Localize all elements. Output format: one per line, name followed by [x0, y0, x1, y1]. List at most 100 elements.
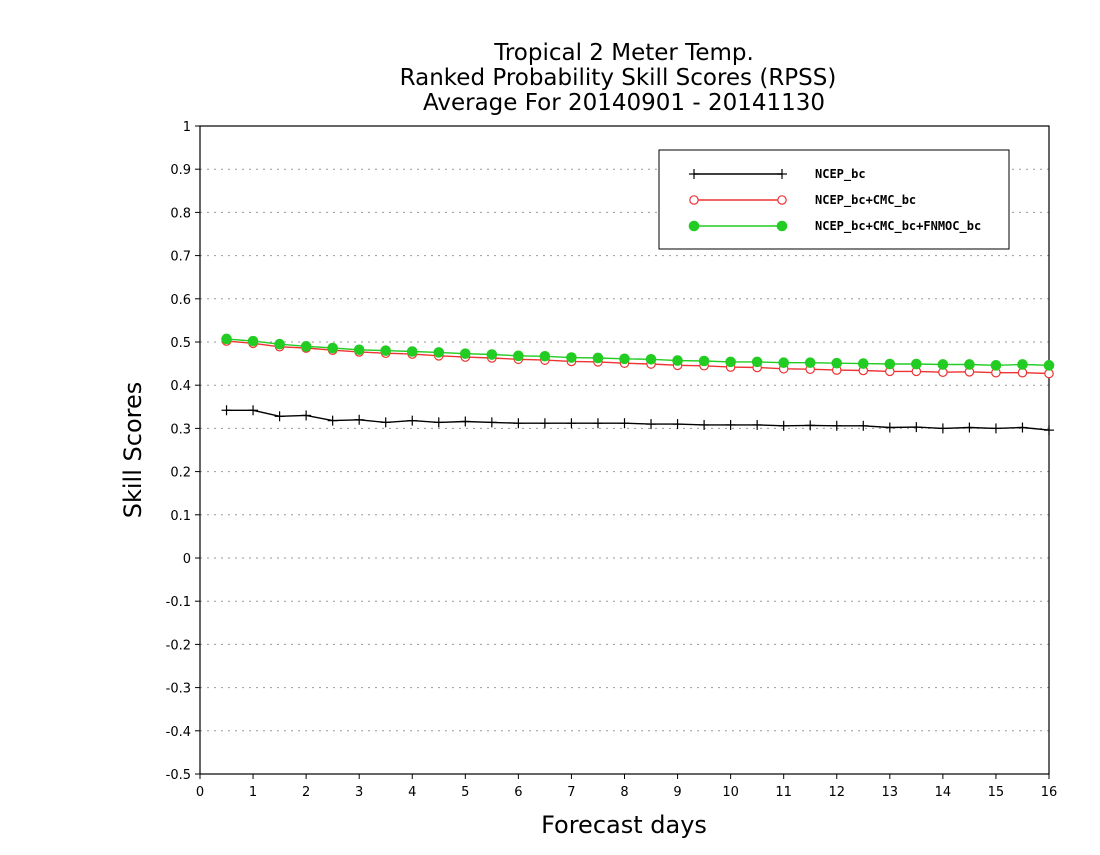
data-point [566, 418, 577, 429]
y-tick-label: 0.2 [170, 466, 191, 481]
x-tick-label: 1 [249, 785, 257, 800]
y-tick-label: 1 [183, 120, 191, 135]
data-point [776, 220, 788, 232]
data-point [539, 350, 551, 362]
y-axis: -0.5 -0.4 -0.3 -0.2 -0.1 0 0.1 0.2 0.3 0.4 0.5 0.6 0… [166, 120, 200, 783]
legend-label: NCEP_bc [815, 167, 866, 182]
chart-title-line-3: Average For 20140901 - 20141130 [423, 90, 825, 116]
data-point [1043, 360, 1055, 371]
y-tick-label: 0.7 [170, 250, 191, 265]
data-point [699, 419, 710, 430]
chart-title-line-1: Tropical 2 Meter Temp. [493, 40, 754, 66]
data-point [460, 416, 471, 427]
y-tick-label: -0.1 [166, 595, 191, 610]
x-tick-label: 13 [882, 785, 899, 800]
series-line [226, 409, 1050, 431]
data-point [301, 410, 312, 421]
data-point [486, 349, 498, 360]
data-point [857, 358, 869, 369]
y-tick-label: 0.6 [170, 293, 191, 308]
y-tick-label: 0.9 [170, 163, 191, 178]
data-point [407, 415, 418, 426]
data-point [964, 359, 975, 370]
x-axis: 0 1 2 3 4 5 6 7 8 9 10 11 12 13 14 15 16 [196, 774, 1057, 800]
x-tick-label: 2 [302, 785, 310, 800]
y-tick-label: 0.4 [170, 379, 191, 394]
data-point [406, 346, 418, 357]
data-point [513, 350, 524, 362]
data-point [247, 335, 259, 347]
chart-title-line-2: Ranked Probability Skill Scores (RPSS) [400, 65, 837, 91]
data-point [752, 419, 763, 430]
data-point [619, 418, 630, 429]
x-tick-label: 16 [1041, 785, 1058, 800]
data-point [778, 357, 789, 369]
data-point [592, 418, 603, 429]
data-point [937, 423, 948, 434]
data-point [831, 420, 842, 431]
x-tick-label: 15 [988, 785, 1005, 800]
x-tick-label: 14 [935, 785, 952, 800]
x-tick-label: 7 [567, 785, 575, 800]
data-point [725, 419, 736, 430]
data-point [274, 411, 285, 422]
data-point [884, 422, 895, 433]
data-point [805, 420, 816, 431]
x-tick-label: 8 [620, 785, 628, 800]
data-point [990, 423, 1001, 434]
data-point [831, 357, 843, 369]
data-point [380, 417, 391, 428]
x-tick-label: 0 [196, 785, 204, 800]
data-point [327, 342, 338, 354]
data-point [460, 348, 471, 359]
x-axis-label: Forecast days [541, 811, 707, 839]
data-point [937, 359, 949, 370]
data-point [911, 422, 922, 433]
series-line [226, 340, 1050, 375]
data-point [327, 415, 338, 426]
data-point [645, 353, 657, 365]
data-point [689, 169, 699, 179]
data-point [698, 355, 710, 367]
data-point [539, 418, 550, 429]
series-line [226, 338, 1050, 367]
y-tick-label: -0.4 [166, 725, 191, 740]
y-tick-label: 0.8 [170, 206, 191, 221]
data-point [725, 356, 736, 368]
x-tick-label: 9 [673, 785, 681, 800]
x-tick-label: 5 [461, 785, 469, 800]
data-point [646, 419, 657, 430]
data-point [672, 355, 683, 366]
data-point [619, 353, 630, 365]
data-point [990, 360, 1002, 371]
data-point [513, 418, 524, 429]
x-tick-label: 11 [775, 785, 792, 800]
y-tick-label: -0.2 [166, 638, 191, 653]
legend-item: NCEP_bc+CMC_bc [689, 193, 916, 208]
data-point [433, 347, 445, 358]
series-3 [221, 333, 1055, 371]
data-point [433, 417, 444, 428]
data-point [884, 358, 896, 370]
y-tick-label: 0 [183, 552, 191, 567]
legend-item: NCEP_bc+CMC_bc+FNMOC_bc [688, 219, 981, 234]
data-point [354, 414, 365, 425]
legend-items: NCEP_bc NCEP_bc+CMC_bc NCEP_bc+CMC_bc+FNMO… [688, 167, 981, 234]
data-point [1017, 422, 1028, 433]
data-point [858, 420, 869, 431]
data-point [274, 338, 285, 350]
data-point [778, 420, 789, 431]
y-tick-label: -0.3 [166, 682, 191, 697]
data-point [964, 422, 975, 433]
legend-label: NCEP_bc+CMC_bc [815, 193, 916, 208]
legend: NCEP_bc NCEP_bc+CMC_bc NCEP_bc+CMC_bc+FNMO… [658, 149, 1010, 250]
y-tick-label: 0.1 [170, 509, 191, 524]
data-point [777, 195, 787, 205]
data-point [1044, 425, 1054, 436]
data-point [592, 352, 604, 364]
grid [200, 168, 1049, 732]
series-1 [221, 405, 1054, 436]
data-point [380, 345, 392, 356]
